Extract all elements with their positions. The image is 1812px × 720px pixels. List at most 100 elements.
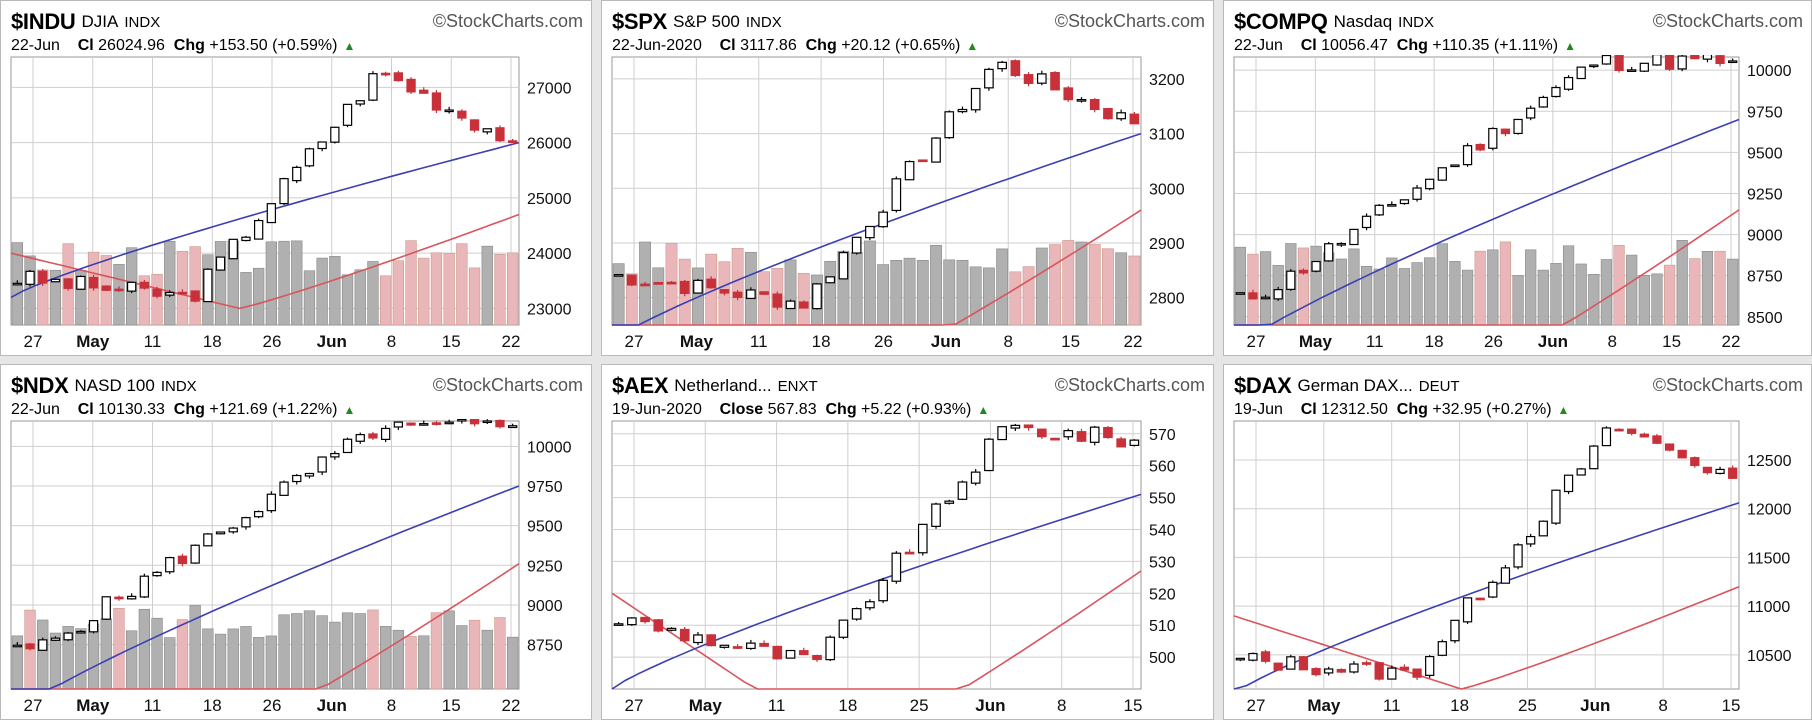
- candle-body: [825, 636, 836, 661]
- x-tick-label: 26: [1484, 332, 1503, 351]
- volume-bar: [1550, 263, 1562, 326]
- symbol[interactable]: $DAX: [1234, 373, 1292, 398]
- volume-bar: [138, 608, 150, 690]
- watermark[interactable]: ©StockCharts.com: [1652, 11, 1803, 31]
- candle-body: [76, 275, 86, 290]
- symbol[interactable]: $NDX: [11, 373, 69, 398]
- change-value: +153.50 (+0.59%): [209, 37, 338, 54]
- volume-bar: [176, 619, 189, 690]
- volume-bar: [1323, 252, 1335, 326]
- ma-short-line: [1234, 118, 1740, 326]
- ma-short-line: [612, 132, 1142, 326]
- symbol[interactable]: $INDU: [11, 9, 76, 34]
- candle-body: [984, 68, 994, 89]
- y-tick-label: 560: [1149, 459, 1176, 476]
- candle-body: [1639, 62, 1649, 72]
- price-chart[interactable]: 2800 2900 3000 3100 3200 27 May 11 18 26 Jun 8 15 22: [602, 55, 1213, 355]
- exchange: DEUT: [1418, 378, 1460, 395]
- x-tick-label: 18: [203, 696, 222, 715]
- ma-short-line: [10, 141, 520, 299]
- chart-panel-dax[interactable]: $DAX German DAX... DEUT ©StockCharts.com 19-…: [1223, 364, 1812, 720]
- y-tick-label: 10000: [1747, 63, 1792, 80]
- volume-bar: [824, 260, 837, 326]
- x-tick-label: 8: [1057, 696, 1066, 715]
- ma-short-line: [611, 493, 1142, 690]
- candle-body: [785, 649, 796, 659]
- watermark[interactable]: ©StockCharts.com: [432, 375, 583, 395]
- price-chart[interactable]: 10500 11000 11500 12000 12500 27 May 11 18 25 Jun 8…: [1224, 419, 1811, 719]
- candle-body: [304, 472, 315, 477]
- price-chart[interactable]: 500 510 520 530 540 550 560 570 27 May 11 18 25 Jun 8 1…: [602, 419, 1213, 719]
- x-tick-label: Jun: [317, 696, 347, 715]
- candle-body: [253, 219, 264, 240]
- candle-body: [1361, 662, 1372, 665]
- candle-body: [139, 281, 150, 289]
- candle-body: [957, 108, 968, 113]
- symbol[interactable]: $COMPQ: [1234, 9, 1328, 34]
- y-tick-label: 9500: [527, 519, 563, 536]
- volume-bar: [1588, 273, 1600, 326]
- candle-body: [693, 634, 703, 644]
- volume-bar: [1474, 250, 1486, 326]
- candle-body: [1677, 55, 1687, 70]
- chart-panel-spx[interactable]: $SPX S&P 500 INDX ©StockCharts.com 22-Jun-20…: [601, 0, 1214, 356]
- candle-body: [1349, 663, 1359, 673]
- watermark[interactable]: ©StockCharts.com: [1652, 375, 1803, 395]
- candle-body: [1425, 655, 1435, 676]
- candle-body: [838, 252, 849, 280]
- volume-bar: [982, 267, 995, 326]
- close-value: 3117.86: [740, 37, 797, 54]
- candle-body: [931, 137, 941, 163]
- volume-bar: [612, 263, 625, 326]
- watermark[interactable]: ©StockCharts.com: [432, 11, 583, 31]
- volume-bar: [367, 609, 379, 690]
- volume-bar: [506, 252, 519, 326]
- candle-body: [1010, 424, 1021, 429]
- candle-body: [1374, 204, 1384, 216]
- candle-body: [1462, 597, 1473, 623]
- y-tick-label: 26000: [527, 136, 572, 153]
- chart-panel-indu[interactable]: $INDU DJIA INDX ©StockCharts.com 22-Jun Cl 2…: [0, 0, 592, 356]
- chart-panel-compq[interactable]: $COMPQ Nasdaq INDX ©StockCharts.com 22-Jun C…: [1223, 0, 1812, 356]
- candle-body: [1538, 96, 1548, 108]
- change-label: Chg: [1396, 37, 1428, 54]
- volume-bar: [1626, 254, 1638, 326]
- candle-body: [640, 283, 650, 287]
- symbol[interactable]: $SPX: [612, 9, 668, 34]
- candle-body: [746, 289, 756, 300]
- volume-bar: [341, 274, 354, 326]
- candle-body: [1063, 87, 1074, 101]
- y-tick-label: 9250: [1747, 186, 1783, 203]
- plot-area: [10, 56, 520, 326]
- x-tick-label: 18: [1425, 332, 1444, 351]
- y-tick-label: 11000: [1747, 599, 1790, 616]
- quote-line: 19-Jun-2020 Close 567.83 Chg +5.22 (+0.9…: [612, 401, 989, 419]
- candle-body: [88, 620, 99, 633]
- watermark[interactable]: ©StockCharts.com: [1054, 11, 1205, 31]
- change-value: +32.95 (+0.27%): [1432, 401, 1552, 418]
- candle-body: [482, 128, 492, 133]
- candle-body: [203, 268, 213, 303]
- y-tick-label: 570: [1149, 427, 1176, 444]
- x-tick-label: 27: [24, 696, 43, 715]
- symbol[interactable]: $AEX: [612, 373, 669, 398]
- chart-panel-ndx[interactable]: $NDX NASD 100 INDX ©StockCharts.com 22-Jun C…: [0, 364, 592, 720]
- candle-body: [152, 571, 162, 577]
- price-chart[interactable]: 8500 8750 9000 9250 9500 9750 10000 27 May 11 18 26…: [1224, 55, 1811, 355]
- volume-bar: [863, 240, 876, 326]
- quote-date: 22-Jun-2020: [612, 37, 702, 54]
- volume-bar: [392, 260, 404, 326]
- price-chart[interactable]: 23000 24000 25000 26000 27000 27 May 11 18 26 Jun 8…: [1, 55, 591, 355]
- volume-bar: [405, 636, 417, 690]
- y-tick-label: 550: [1149, 491, 1176, 508]
- watermark[interactable]: ©StockCharts.com: [1054, 375, 1205, 395]
- candle-body: [1349, 228, 1359, 246]
- price-chart[interactable]: 8750 9000 9250 9500 9750 10000 27 May 11 18 26 Jun 8…: [1, 419, 591, 719]
- title-line: $AEX Netherland... ENXT: [612, 373, 818, 399]
- chart-panel-aex[interactable]: $AEX Netherland... ENXT ©StockCharts.com 19-…: [601, 364, 1214, 720]
- x-tick-label: 11: [144, 696, 162, 715]
- volume-bar: [443, 610, 455, 690]
- y-tick-label: 9750: [527, 479, 563, 496]
- x-tick-label: 22: [1722, 332, 1741, 351]
- up-arrow-icon: ▲: [343, 403, 356, 417]
